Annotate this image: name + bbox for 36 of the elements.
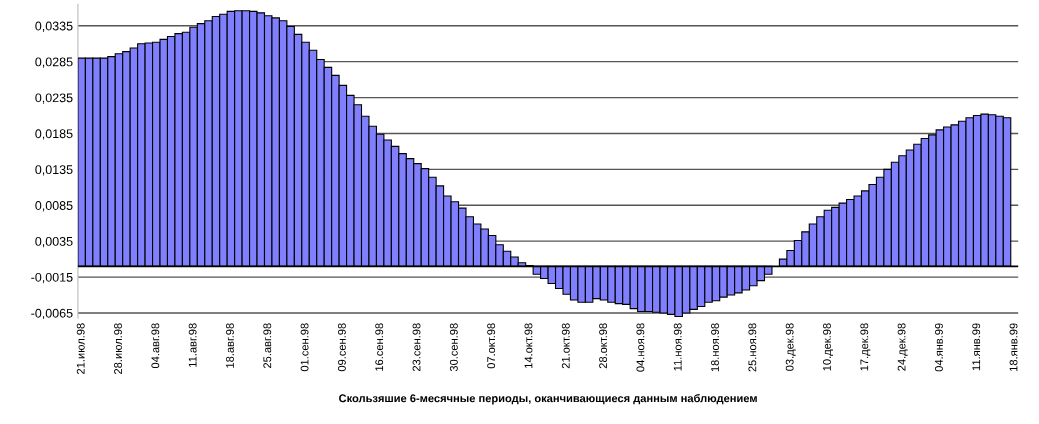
y-tick-label: 0,0185 xyxy=(35,129,73,140)
x-tick-label: 16.сен.98 xyxy=(375,323,384,371)
x-tick-label: 18.ноя.98 xyxy=(711,323,719,372)
x-tick-label: 04.янв.99 xyxy=(934,323,943,372)
x-tick-label: 24.дек.98 xyxy=(897,323,908,371)
x-tick-label: 10.дек.98 xyxy=(823,323,834,371)
x-tick-label: 30.сен.98 xyxy=(449,323,458,372)
x-axis-title: Скользяшие 6-месячные периоды, оканчивающиеся данным наблюдением xyxy=(339,393,757,405)
x-tick-label: 17.дек.98 xyxy=(860,323,871,371)
y-tick-label: 0,0335 xyxy=(35,21,73,32)
y-tick-label: 0,0085 xyxy=(35,201,73,212)
y-tick-label: 0,0285 xyxy=(35,57,73,68)
x-tick-label: 28.окт.98 xyxy=(599,323,608,369)
x-tick-label: 21.окт.98 xyxy=(561,323,570,369)
x-tick-label: 21.июл.98 xyxy=(76,323,85,374)
x-tick-label: 25.ноя.98 xyxy=(748,323,757,372)
x-tick-label: 03.дек.98 xyxy=(785,323,796,371)
x-tick-label: 04.ноя.98 xyxy=(636,323,645,372)
x-tick-label: 01.сен.98 xyxy=(300,323,309,372)
y-tick-label: 0,0235 xyxy=(35,93,73,104)
x-tick-label: 18.авг.98 xyxy=(226,323,234,368)
x-tick-label: 09.сен.98 xyxy=(337,323,346,372)
x-tick-label: 28.июл.98 xyxy=(114,323,122,374)
y-tick-label: 0,0135 xyxy=(35,165,73,176)
x-tick-label: 18.янв.99 xyxy=(1009,323,1018,371)
x-tick-label: 25.авг.98 xyxy=(263,323,272,368)
x-tick-label: 11.авг.98 xyxy=(188,323,197,367)
x-tick-label: 23.сен.98 xyxy=(412,323,421,372)
x-tick-label: 11.янв.99 xyxy=(972,323,981,371)
x-tick-label: 07.окт.98 xyxy=(487,323,496,369)
x-tick-label: 11.ноя.98 xyxy=(673,323,682,371)
y-tick-label: 0,0035 xyxy=(35,236,73,248)
x-tick-label: 14.окт.98 xyxy=(524,323,533,368)
x-tick-label: 04.авг.98 xyxy=(151,323,160,369)
y-tick-label: -0,0065 xyxy=(31,308,73,320)
y-tick-label: -0,0015 xyxy=(31,272,73,284)
